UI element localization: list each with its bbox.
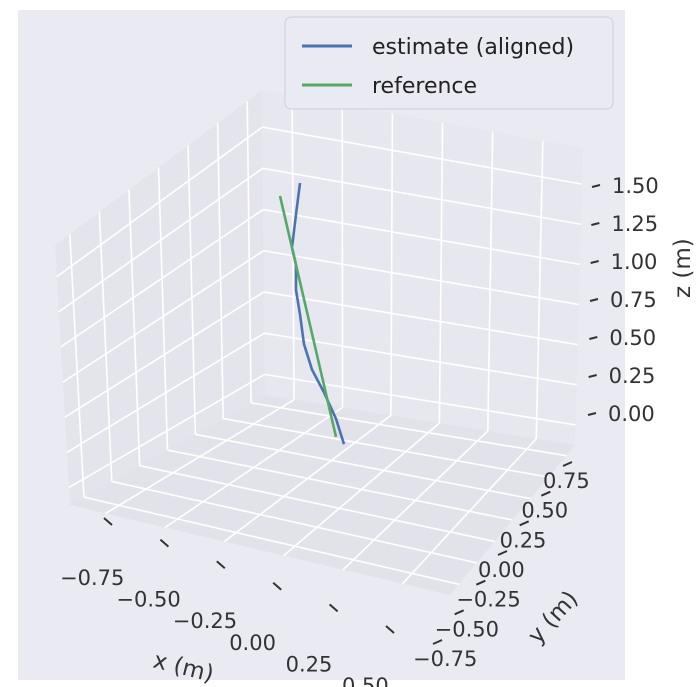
grid-floor-y [167, 449, 513, 521]
x-tick [328, 603, 339, 613]
y-tick-label: 0.50 [521, 499, 568, 523]
grid-back-wall-horizontal [263, 291, 578, 346]
y-tick [454, 609, 465, 616]
y-tick-label: 0.25 [500, 528, 547, 552]
grid-floor-y [250, 402, 567, 457]
grid-left-wall-vertical [246, 101, 252, 403]
grid-floor-y [111, 480, 477, 564]
grid-left-wall-horizontal [60, 208, 264, 348]
grid-back-wall-vertical [438, 122, 444, 424]
grid-back-wall-horizontal [263, 249, 579, 306]
y-tick [497, 550, 508, 556]
z-tick-label: 1.00 [611, 250, 658, 274]
grid-back-wall-horizontal [262, 126, 583, 185]
grid-back-wall-horizontal [264, 332, 577, 386]
grid-back-wall-vertical [390, 113, 394, 416]
grid-back-wall-horizontal [262, 167, 582, 226]
gridlines [56, 95, 583, 586]
grid-left-wall-horizontal [58, 167, 264, 313]
y-tick [432, 639, 443, 645]
grid-back-wall-vertical [535, 140, 544, 439]
grid-left-wall-horizontal [62, 250, 265, 383]
y-tick-label: −0.75 [413, 647, 477, 671]
z-tick [587, 412, 597, 416]
legend: estimate (aligned) reference [284, 16, 614, 110]
z-tick [588, 374, 597, 378]
z-tick-label: 0.25 [609, 364, 656, 388]
z-tick-label: 0.50 [609, 326, 656, 350]
grid-left-wall-vertical [216, 123, 225, 419]
grid-floor-y [83, 496, 460, 586]
grid-left-wall-vertical [98, 211, 113, 482]
z-tick-label: 1.25 [611, 212, 658, 236]
x-tick-label: 0.50 [342, 674, 389, 687]
z-tick [589, 336, 598, 340]
grid-floor-y [195, 433, 531, 500]
y-tick [519, 520, 530, 527]
grid-back-wall-horizontal [264, 373, 576, 426]
x-tick [103, 517, 113, 526]
legend-label-estimate: estimate (aligned) [372, 35, 574, 60]
y-tick-label: 0.75 [543, 469, 590, 493]
x-tick [159, 538, 170, 548]
x-tick-label: 0.00 [229, 631, 276, 655]
grid-left-wall-horizontal [56, 126, 263, 278]
grid-left-wall-vertical [128, 189, 141, 466]
grid-back-wall-vertical [487, 131, 494, 431]
grid-left-wall-vertical [68, 233, 85, 498]
legend-label-reference: reference [372, 74, 477, 99]
z-tick-label: 0.75 [610, 288, 657, 312]
grid-left-wall-horizontal [64, 291, 265, 418]
z-tick [591, 222, 600, 226]
reference-trajectory-line [278, 195, 338, 438]
y-tick-label: −0.25 [456, 588, 520, 612]
grid-left-wall-horizontal [66, 332, 265, 453]
z-tick [590, 260, 599, 264]
x-tick-label: −0.25 [173, 609, 237, 633]
x-tick [272, 582, 282, 591]
legend-frame [284, 16, 614, 110]
z-tick-label: 1.50 [612, 174, 659, 198]
y-tick [562, 461, 573, 467]
z-tick [589, 298, 599, 302]
z-tick-label: 0.00 [608, 402, 655, 426]
tick-marks: 0.000.250.500.751.001.251.50−0.75−0.50−0… [60, 174, 659, 687]
x-tick-label: −0.50 [116, 588, 180, 612]
y-tick [475, 579, 486, 586]
x-tick [216, 560, 226, 569]
y-tick-label: 0.00 [478, 558, 525, 582]
floor-pane [70, 395, 575, 595]
grid-floor-y [223, 417, 549, 478]
z-axis-label: z (m) [670, 238, 696, 298]
x-tick [385, 625, 395, 634]
grid-floor-y [139, 464, 495, 543]
back-wall-pane [262, 90, 583, 445]
x-tick-label: −0.75 [60, 566, 124, 590]
grid-left-wall-horizontal [68, 373, 266, 489]
y-tick-label: −0.50 [435, 617, 499, 641]
z-tick [591, 184, 601, 188]
grid-left-wall-vertical [157, 167, 169, 451]
trajectories [278, 182, 346, 445]
y-tick [540, 490, 551, 497]
x-tick-label: 0.25 [286, 652, 333, 676]
grid-left-wall-vertical [187, 145, 197, 435]
grid-back-wall-horizontal [263, 208, 581, 266]
